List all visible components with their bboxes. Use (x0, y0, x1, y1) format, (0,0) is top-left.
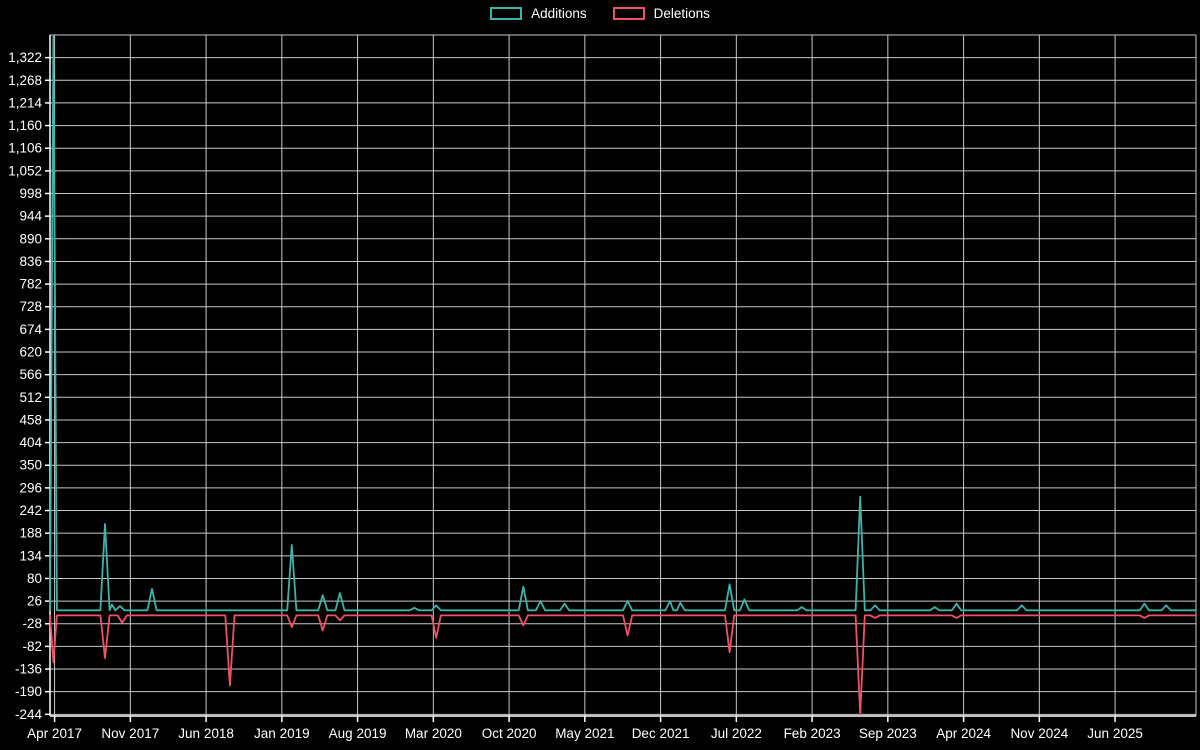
y-tick-label: 1,160 (8, 118, 42, 133)
x-tick-label: Jun 2018 (178, 726, 234, 741)
y-tick-label: 512 (19, 390, 42, 405)
y-tick-label: 674 (19, 322, 42, 337)
y-tick-label: 1,106 (8, 141, 42, 156)
y-tick-label: 404 (19, 435, 42, 450)
x-tick-label: Jul 2022 (711, 726, 762, 741)
legend-item-additions[interactable]: Additions (490, 7, 587, 21)
y-tick-label: 1,214 (8, 95, 42, 110)
x-tick-label: Sep 2023 (859, 726, 917, 741)
y-tick-label: 350 (19, 458, 42, 473)
x-tick-label: May 2021 (555, 726, 614, 741)
y-tick-label: 620 (19, 345, 42, 360)
x-tick-label: Apr 2024 (936, 726, 991, 741)
y-tick-label: 782 (19, 277, 42, 292)
y-tick-label: 134 (19, 548, 42, 563)
y-tick-label: 566 (19, 367, 42, 382)
legend-label-additions: Additions (531, 6, 587, 21)
x-tick-label: Jan 2019 (254, 726, 310, 741)
y-tick-label: -244 (15, 707, 43, 722)
y-tick-label: 188 (19, 526, 42, 541)
y-tick-label: 1,052 (8, 163, 42, 178)
y-tick-label: -82 (22, 639, 42, 654)
y-tick-label: 26 (27, 594, 42, 609)
y-tick-label: 458 (19, 412, 42, 427)
y-tick-label: -28 (22, 616, 42, 631)
x-tick-label: Mar 2020 (405, 726, 462, 741)
y-tick-label: 890 (19, 231, 42, 246)
legend-label-deletions: Deletions (653, 6, 710, 21)
deletions-line (49, 614, 1197, 716)
additions-line (49, 34, 1197, 612)
y-tick-label: 728 (19, 299, 42, 314)
x-tick-label: Aug 2019 (329, 726, 387, 741)
y-tick-label: 296 (19, 480, 42, 495)
y-tick-label: 944 (19, 209, 42, 224)
x-tick-label: Dec 2021 (632, 726, 690, 741)
chart-legend: Additions Deletions (0, 7, 1200, 21)
x-tick-label: Jun 2025 (1087, 726, 1143, 741)
y-tick-label: 998 (19, 186, 42, 201)
deletions-swatch-icon (612, 7, 645, 21)
additions-swatch-icon (490, 7, 523, 21)
x-tick-label: Oct 2020 (482, 726, 537, 741)
y-tick-label: 836 (19, 254, 42, 269)
y-tick-label: 1,322 (8, 50, 42, 65)
x-tick-label: Nov 2024 (1010, 726, 1068, 741)
legend-item-deletions[interactable]: Deletions (612, 6, 710, 21)
x-tick-label: Nov 2017 (101, 726, 159, 741)
y-tick-label: 242 (19, 503, 42, 518)
y-tick-label: -136 (15, 662, 42, 677)
y-tick-label: 80 (27, 571, 42, 586)
y-tick-label: -190 (15, 684, 42, 699)
y-tick-label: 1,268 (8, 73, 42, 88)
x-tick-label: Apr 2017 (27, 726, 82, 741)
x-tick-label: Feb 2023 (784, 726, 841, 741)
